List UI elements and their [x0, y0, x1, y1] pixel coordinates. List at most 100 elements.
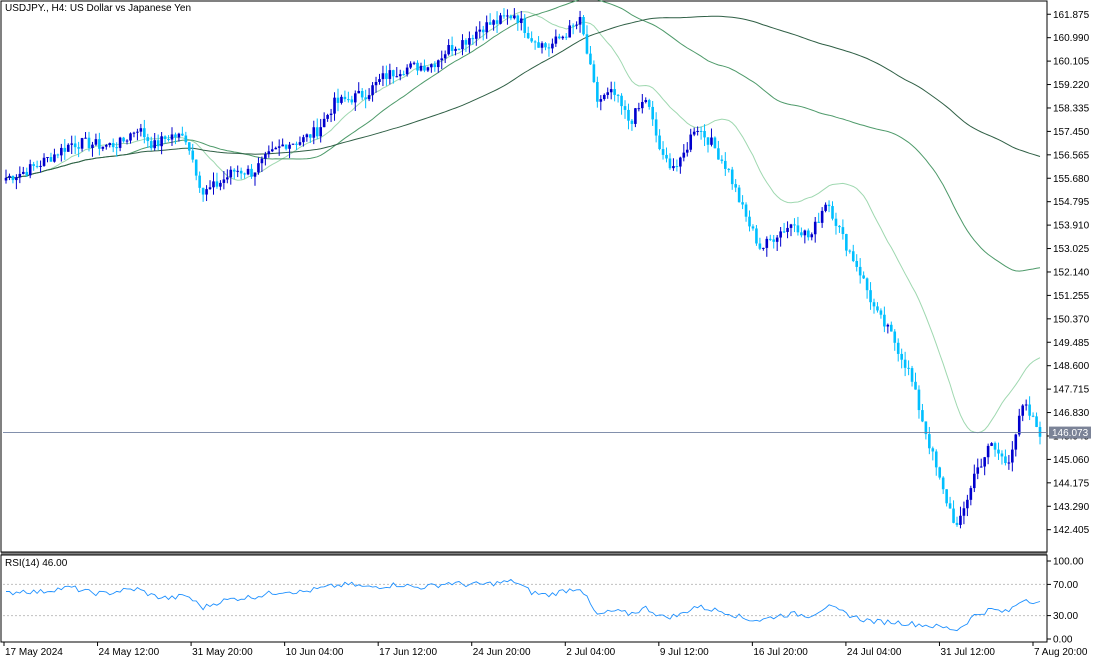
candle — [952, 500, 955, 524]
price-tick-label: 154.795 — [1053, 197, 1090, 208]
candle — [838, 225, 841, 233]
time-tick-label: 24 Jul 04:00 — [847, 647, 902, 658]
rsi-tick-label: 100.00 — [1053, 557, 1084, 568]
moving-averages — [5, 0, 1041, 434]
candle — [506, 9, 509, 25]
candle — [692, 127, 696, 137]
candle — [616, 93, 620, 103]
candle — [737, 184, 741, 203]
price-tick-label: 143.290 — [1053, 502, 1090, 513]
candle — [851, 244, 855, 263]
candle — [734, 179, 737, 193]
price-tick-label: 147.715 — [1053, 385, 1090, 396]
rsi-line — [6, 578, 1041, 632]
candle — [333, 92, 336, 121]
candle — [592, 60, 596, 84]
time-tick-label: 31 May 20:00 — [192, 647, 253, 658]
candle — [658, 129, 661, 151]
candle — [87, 131, 91, 152]
price-tick-label: 153.910 — [1053, 221, 1090, 232]
candle — [972, 464, 976, 493]
candle — [813, 217, 817, 243]
candle — [554, 29, 558, 47]
candle — [260, 156, 264, 172]
candle — [25, 167, 29, 177]
candle — [440, 50, 444, 70]
candle — [42, 153, 46, 167]
candle — [146, 133, 150, 148]
candle — [519, 10, 523, 31]
candle — [1024, 399, 1028, 411]
candle — [589, 45, 592, 65]
candle — [492, 19, 495, 31]
candle — [104, 143, 108, 150]
candle — [201, 187, 205, 202]
candle — [820, 207, 824, 228]
candle — [630, 118, 634, 131]
price-tick-label: 146.830 — [1053, 408, 1090, 419]
candle — [765, 236, 769, 257]
price-tick-label: 144.175 — [1053, 478, 1090, 489]
candle — [80, 137, 84, 152]
candle — [827, 200, 831, 213]
candle — [775, 235, 779, 251]
candle — [679, 156, 682, 174]
candle — [478, 21, 482, 39]
candle — [959, 506, 962, 529]
rsi-tick-label: 30.00 — [1053, 611, 1078, 622]
candle — [551, 38, 554, 54]
candle — [817, 212, 820, 223]
candle — [250, 164, 253, 179]
candle — [39, 160, 42, 173]
candle — [896, 338, 900, 362]
candle — [436, 59, 440, 73]
candle — [450, 36, 454, 56]
candle — [385, 65, 388, 86]
main-panel-border — [0, 0, 1048, 553]
candle — [886, 323, 890, 334]
candle — [447, 39, 450, 56]
candle — [336, 88, 340, 112]
current-price-tag — [1049, 426, 1091, 439]
price-tick-label: 149.485 — [1053, 338, 1090, 349]
candle — [70, 135, 74, 155]
rsi-tick-label: 0.00 — [1053, 635, 1073, 646]
price-tick-label: 156.565 — [1053, 150, 1090, 161]
candle — [118, 136, 122, 152]
candle — [862, 271, 865, 280]
candle — [807, 228, 810, 241]
candle — [461, 34, 464, 56]
candle — [858, 258, 862, 284]
candle — [423, 59, 426, 73]
candle — [800, 227, 803, 238]
candle — [212, 172, 215, 195]
candle — [810, 232, 814, 241]
candle — [485, 15, 488, 39]
candle — [49, 152, 53, 162]
candle — [267, 145, 271, 158]
candle — [4, 169, 8, 184]
candle — [60, 143, 63, 162]
candle — [426, 66, 430, 73]
ma-fast-line — [5, 11, 1041, 434]
candle — [917, 385, 921, 419]
price-tick-label: 142.405 — [1053, 525, 1090, 536]
candle — [568, 19, 571, 38]
candle — [315, 118, 319, 140]
time-axis[interactable]: 17 May 2024 24 May 12:00 31 May 20:00 10 Ju… — [3, 642, 1088, 658]
candle — [329, 108, 333, 123]
candle — [962, 501, 966, 525]
price-axis[interactable]: 161.875 160.990 160.105 159.220 158.335 157.4… — [1047, 10, 1090, 536]
ma-slow-line — [5, 15, 1041, 179]
candle — [665, 147, 668, 163]
candle — [91, 141, 94, 157]
candle — [526, 26, 530, 40]
candle — [979, 458, 983, 468]
candle — [966, 494, 969, 517]
candle — [11, 175, 15, 184]
candle — [578, 10, 582, 33]
candle — [309, 134, 312, 143]
candle — [312, 120, 316, 145]
